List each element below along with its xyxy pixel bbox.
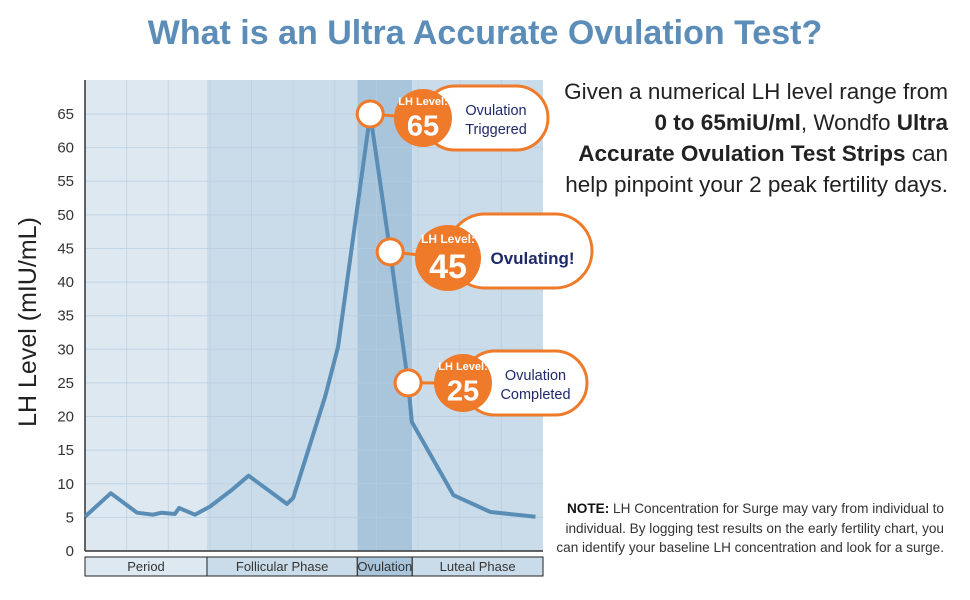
desc-text-2: , Wondfo (800, 110, 897, 135)
lh-series-line (83, 112, 536, 519)
callout-lh-25: LH Level: 25 Ovulation Completed (393, 349, 589, 417)
y-tick-label: 20 (57, 409, 74, 426)
y-tick-label: 30 (57, 341, 74, 358)
phase-label: Luteal Phase (440, 559, 516, 574)
y-tick-label: 25 (57, 375, 74, 392)
callout-tag: LH Level: (438, 361, 488, 373)
data-point-marker (355, 99, 385, 129)
desc-text-1: Given a numerical LH level range from (564, 79, 948, 104)
callout-badge (394, 89, 452, 147)
y-tick-label: 5 (66, 509, 74, 526)
callout-badge (415, 225, 481, 291)
phase-label: Period (127, 559, 165, 574)
callout-value: 45 (429, 248, 467, 286)
desc-bold-range: 0 to 65miU/ml (654, 110, 801, 135)
note: NOTE: LH Concentration for Surge may var… (544, 499, 944, 558)
callout-badge (434, 354, 492, 412)
description: Given a numerical LH level range from 0 … (558, 76, 948, 200)
y-tick-label: 60 (57, 140, 74, 157)
note-text: LH Concentration for Surge may vary from… (556, 501, 944, 555)
callout-lh-45: LH Level: 45 Ovulating! (375, 212, 594, 291)
y-tick-label: 50 (57, 207, 74, 224)
y-tick-label: 0 (66, 543, 74, 560)
y-tick-label: 55 (57, 173, 74, 190)
phase-label: Follicular Phase (236, 559, 329, 574)
y-tick-label: 15 (57, 442, 74, 459)
phase-label: Ovulation (357, 559, 412, 574)
y-tick-label: 35 (57, 308, 74, 325)
y-tick-label: 45 (57, 240, 74, 257)
y-tick-label: 65 (57, 106, 74, 123)
callout-tag: LH Level: (398, 96, 448, 108)
data-point-marker (375, 237, 405, 267)
callout-value: 65 (407, 110, 439, 142)
callout-text-line1: Ovulating! (490, 249, 574, 268)
callout-lh-65: LH Level: 65 Ovulation Triggered (355, 84, 550, 152)
data-point-marker (393, 368, 423, 398)
page-title: What is an Ultra Accurate Ovulation Test… (147, 14, 823, 52)
y-tick-label: 40 (57, 274, 74, 291)
callout-value: 25 (447, 375, 479, 407)
callout-text-line2: Triggered (465, 122, 527, 138)
desc-text-3: can help pinpoint your 2 peak fertility … (565, 141, 948, 197)
callout-text-line1: Ovulation (505, 368, 566, 384)
note-label: NOTE: (566, 501, 610, 516)
phase-label-box (411, 556, 544, 577)
callout-text-line2: Completed (500, 387, 570, 403)
callout-tag: LH Level: (421, 232, 475, 246)
callout-text-line1: Ovulation (465, 103, 526, 119)
y-axis-label: LH Level (mIU/mL) (14, 217, 42, 427)
y-tick-label: 10 (57, 476, 74, 493)
desc-bold-product: Ultra Accurate Ovulation Test Strips (578, 110, 948, 166)
